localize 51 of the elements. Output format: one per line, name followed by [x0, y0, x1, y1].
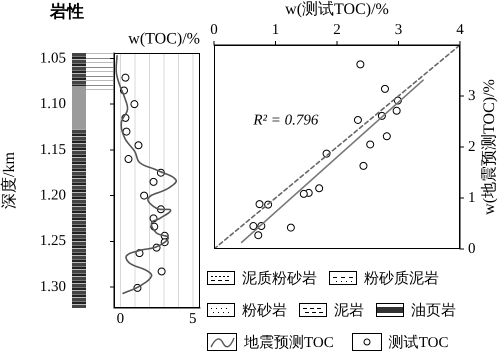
- point: [150, 178, 158, 186]
- point: [392, 106, 401, 115]
- point: [354, 116, 362, 124]
- point: [124, 155, 132, 164]
- y-tick-label: 1.30: [40, 278, 66, 295]
- x-tick-label: 2: [333, 22, 341, 38]
- y-tick-label: 3: [468, 88, 476, 104]
- category-label: 粉砂质泥岩: [364, 270, 439, 288]
- y-tick-label: 1.25: [40, 233, 66, 250]
- point: [140, 192, 148, 200]
- point: [380, 84, 389, 93]
- point: [366, 140, 374, 148]
- x-tick-label: 3: [394, 22, 402, 38]
- y-tick-label: 1.15: [40, 142, 66, 158]
- point: [254, 231, 262, 240]
- point: [359, 162, 368, 170]
- text: 岩性: [50, 1, 84, 23]
- point: [121, 74, 130, 82]
- category-label: 泥岩: [334, 302, 364, 320]
- y-axis-title: 深度/km: [0, 152, 18, 209]
- x-axis-title: w(测试TOC)/%: [285, 0, 389, 18]
- annotation: R² = 0.796: [252, 112, 319, 128]
- point: [256, 200, 264, 208]
- point: [130, 100, 138, 108]
- y-tick-label: 1.05: [40, 50, 66, 66]
- point: [249, 222, 258, 230]
- line-series: [115, 54, 177, 294]
- y-tick-label: 1.20: [40, 188, 66, 204]
- x-tick-label: 4: [456, 22, 464, 38]
- point: [286, 224, 295, 232]
- chart-title: w(TOC)/%: [128, 30, 200, 48]
- legend-label: 测试TOC: [388, 334, 448, 352]
- category-label: 油页岩: [411, 302, 456, 320]
- point: [382, 132, 391, 140]
- x-tick-label: 1: [272, 22, 280, 38]
- x-tick-label: 5: [189, 310, 197, 327]
- point: [315, 184, 324, 192]
- point: [122, 128, 130, 136]
- legend-label: 地震预测TOC: [244, 334, 334, 352]
- category-label: 粉砂岩: [242, 302, 287, 320]
- point: [300, 190, 308, 198]
- point: [134, 141, 142, 150]
- y-axis-title: w(地震预测TOC)/%: [480, 79, 498, 215]
- category-label: 泥质粉砂岩: [242, 270, 317, 288]
- y-tick-label: 0: [468, 240, 476, 257]
- point: [356, 60, 364, 68]
- y-tick-label: 1: [468, 190, 476, 206]
- y-tick-label: 1.10: [40, 96, 66, 112]
- point: [158, 267, 166, 276]
- y-tick-label: 2: [468, 138, 476, 155]
- x-tick-label: 0: [210, 22, 218, 38]
